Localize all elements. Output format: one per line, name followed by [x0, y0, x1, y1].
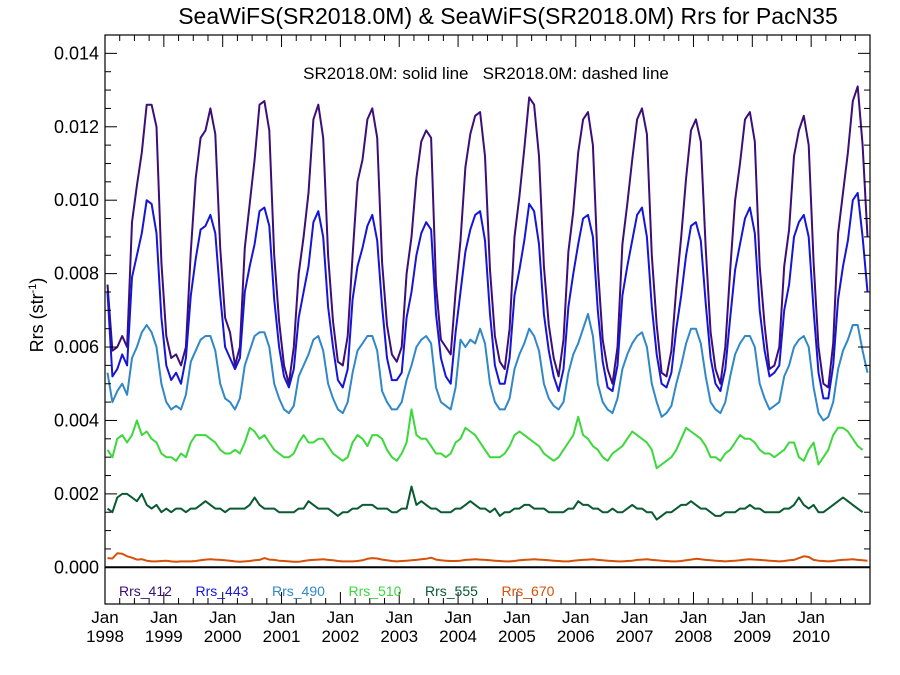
y-tick-label: 0.006	[54, 337, 99, 357]
x-tick-label-year: 2003	[380, 627, 418, 646]
series-line-rrs-490	[106, 313, 869, 422]
y-tick-label: 0.000	[54, 557, 99, 577]
x-tick-label-year: 2006	[557, 627, 595, 646]
y-tick-label: 0.012	[54, 117, 99, 137]
plot-area	[105, 85, 870, 569]
x-tick-label-month: Jan	[386, 608, 413, 627]
x-tick-label-year: 2001	[263, 627, 301, 646]
y-tick-label: 0.002	[54, 484, 99, 504]
x-tick-label-month: Jan	[268, 608, 295, 627]
x-tick-label-year: 2010	[792, 627, 830, 646]
series-line-rrs-412	[106, 85, 869, 389]
x-tick-label-year: 1998	[86, 627, 124, 646]
series-line-rrs-670	[107, 552, 868, 563]
legend-entry-rrs-412: Rrs_412	[119, 583, 172, 599]
x-tick-label-year: 2000	[204, 627, 242, 646]
y-tick-label: 0.010	[54, 190, 99, 210]
series-line-rrs-510	[106, 408, 864, 470]
series-line-rrs-555	[106, 485, 864, 521]
legend-entry-rrs-490: Rrs_490	[272, 583, 325, 599]
x-tick-label-year: 1999	[145, 627, 183, 646]
x-tick-label-month: Jan	[444, 608, 471, 627]
series-line-rrs-443	[106, 191, 869, 400]
y-axis-label-end: )	[27, 278, 47, 284]
y-axis-label-superscript: -1	[27, 284, 39, 294]
x-tick-label-year: 2005	[498, 627, 536, 646]
legend-entry-rrs-670: Rrs_670	[502, 583, 555, 599]
line-style-annotation: SR2018.0M: solid line SR2018.0M: dashed …	[303, 64, 669, 83]
x-tick-label-month: Jan	[797, 608, 824, 627]
x-tick-label-month: Jan	[562, 608, 589, 627]
legend-entry-rrs-510: Rrs_510	[349, 583, 402, 599]
x-tick-label-month: Jan	[327, 608, 354, 627]
legend: Rrs_412 Rrs_443 Rrs_490 Rrs_510 Rrs_555 Rrs_6…	[119, 583, 555, 599]
x-tick-label-month: Jan	[209, 608, 236, 627]
y-tick-label: 0.004	[54, 410, 99, 430]
x-tick-label-year: 2009	[733, 627, 771, 646]
x-tick-label-year: 2004	[439, 627, 477, 646]
x-tick-label-year: 2008	[675, 627, 713, 646]
chart-title: SeaWiFS(SR2018.0M) & SeaWiFS(SR2018.0M) …	[178, 3, 838, 29]
x-tick-label-year: 2007	[616, 627, 654, 646]
axes: 0.000 0.002 0.004 0.006 0.008 0.010 0.012 0.014…	[54, 34, 871, 646]
y-tick-label: 0.008	[54, 264, 99, 284]
x-tick-label-month: Jan	[503, 608, 530, 627]
legend-entry-rrs-443: Rrs_443	[196, 583, 249, 599]
x-tick-label-month: Jan	[150, 608, 177, 627]
x-tick-label-month: Jan	[91, 608, 118, 627]
x-tick-label-month: Jan	[739, 608, 766, 627]
y-tick-label: 0.014	[54, 43, 99, 63]
x-tick-label-month: Jan	[680, 608, 707, 627]
plot-frame	[104, 34, 871, 605]
y-axis-label: Rrs (str-1)	[27, 278, 47, 353]
y-axis-label-main: Rrs (str	[27, 293, 47, 352]
svg-text:Rrs (str-1): Rrs (str-1)	[27, 278, 47, 353]
x-tick-label-year: 2002	[321, 627, 359, 646]
legend-entry-rrs-555: Rrs_555	[425, 583, 478, 599]
x-tick-label-month: Jan	[621, 608, 648, 627]
